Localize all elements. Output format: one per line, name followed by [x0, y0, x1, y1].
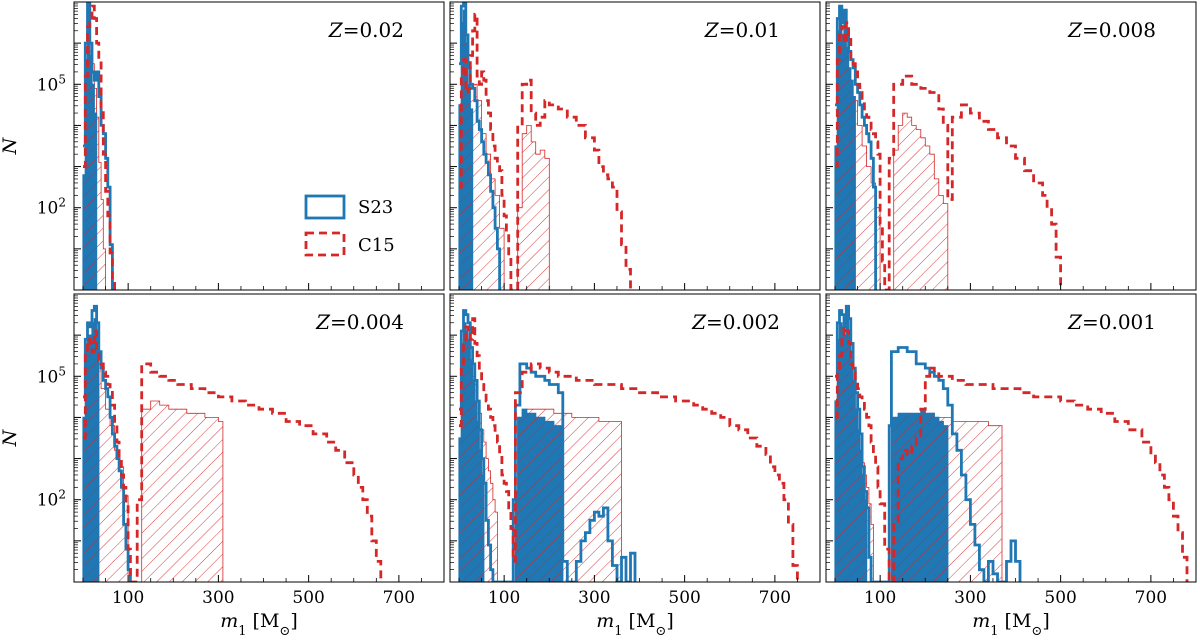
x-axis-label: m1 [M⊙] [972, 610, 1050, 639]
y-tick-label: 105 [37, 364, 66, 387]
plot-area [458, 309, 799, 582]
c15-outline-histogram [835, 325, 1189, 582]
s23-outline-histogram [835, 4, 877, 290]
x-tick-label: 500 [292, 588, 324, 608]
s23-filled-histogram [458, 322, 564, 582]
legend: S23 C15 [304, 194, 395, 257]
metallicity-label: Z=0.008 [1067, 18, 1156, 42]
y-tick-label: 102 [37, 196, 66, 219]
panel-1: 102 105 N Z=0.02 S23 C15 [0, 1, 445, 291]
legend-label-c15: C15 [358, 235, 395, 256]
panel-frame [449, 1, 821, 291]
metallicity-label: Z=0.002 [691, 310, 780, 334]
plot-area [458, 2, 632, 290]
panel-frame [825, 1, 1197, 291]
panel-4: 100 300 500 700 102 105 N Z=0.004 m1 [M⊙] [0, 293, 445, 639]
x-tick-label: 300 [202, 588, 234, 608]
panel-frame [73, 293, 445, 583]
x-tick-label: 100 [112, 588, 144, 608]
panel-frame [449, 293, 821, 583]
x-tick-label: 500 [1044, 588, 1076, 608]
plot-area [82, 2, 116, 290]
c15-outline-histogram [459, 317, 799, 582]
c15-outline-histogram [835, 21, 1062, 290]
x-tick-label: 300 [954, 588, 986, 608]
metallicity-label: Z=0.01 [704, 18, 780, 42]
y-tick-label: 105 [37, 72, 66, 95]
x-tick-label: 700 [759, 588, 791, 608]
c15-outline-histogram [83, 329, 383, 582]
x-tick-label: 300 [578, 588, 610, 608]
plot-area [834, 304, 1189, 582]
x-axis-label: m1 [M⊙] [596, 610, 674, 639]
metallicity-label: Z=0.02 [328, 18, 404, 42]
x-tick-label: 100 [488, 588, 520, 608]
panel-frame [73, 1, 445, 291]
legend-label-s23: S23 [358, 197, 393, 218]
y-tick-label: 102 [37, 488, 66, 511]
x-tick-label: 500 [668, 588, 700, 608]
legend-swatch-s23 [304, 194, 346, 220]
plot-area [82, 304, 383, 582]
metallicity-label: Z=0.001 [1067, 310, 1156, 334]
s23-outline-histogram [459, 309, 637, 582]
x-axis-label: m1 [M⊙] [220, 610, 298, 639]
metallicity-label: Z=0.004 [315, 310, 404, 334]
panel-3: Z=0.008 [825, 1, 1197, 291]
c15-outline-histogram [83, 4, 116, 290]
plot-area [834, 4, 1062, 290]
y-axis-label: N [0, 136, 21, 155]
x-tick-label: 100 [864, 588, 896, 608]
y-axis-label: N [0, 428, 21, 447]
s23-outline-histogram [459, 2, 501, 290]
panel-6: 100 300 500 700 Z=0.001 m1 [M⊙] [825, 293, 1197, 639]
panel-frame [825, 293, 1197, 583]
panel-5: 100 300 500 700 Z=0.002 m1 [M⊙] [449, 293, 821, 639]
x-tick-label: 700 [383, 588, 415, 608]
s23-outline-histogram [83, 2, 114, 290]
panel-2: Z=0.01 [449, 1, 821, 291]
x-tick-label: 700 [1135, 588, 1167, 608]
c15-hatched-histogram [82, 363, 224, 582]
legend-swatch-c15 [304, 231, 346, 257]
